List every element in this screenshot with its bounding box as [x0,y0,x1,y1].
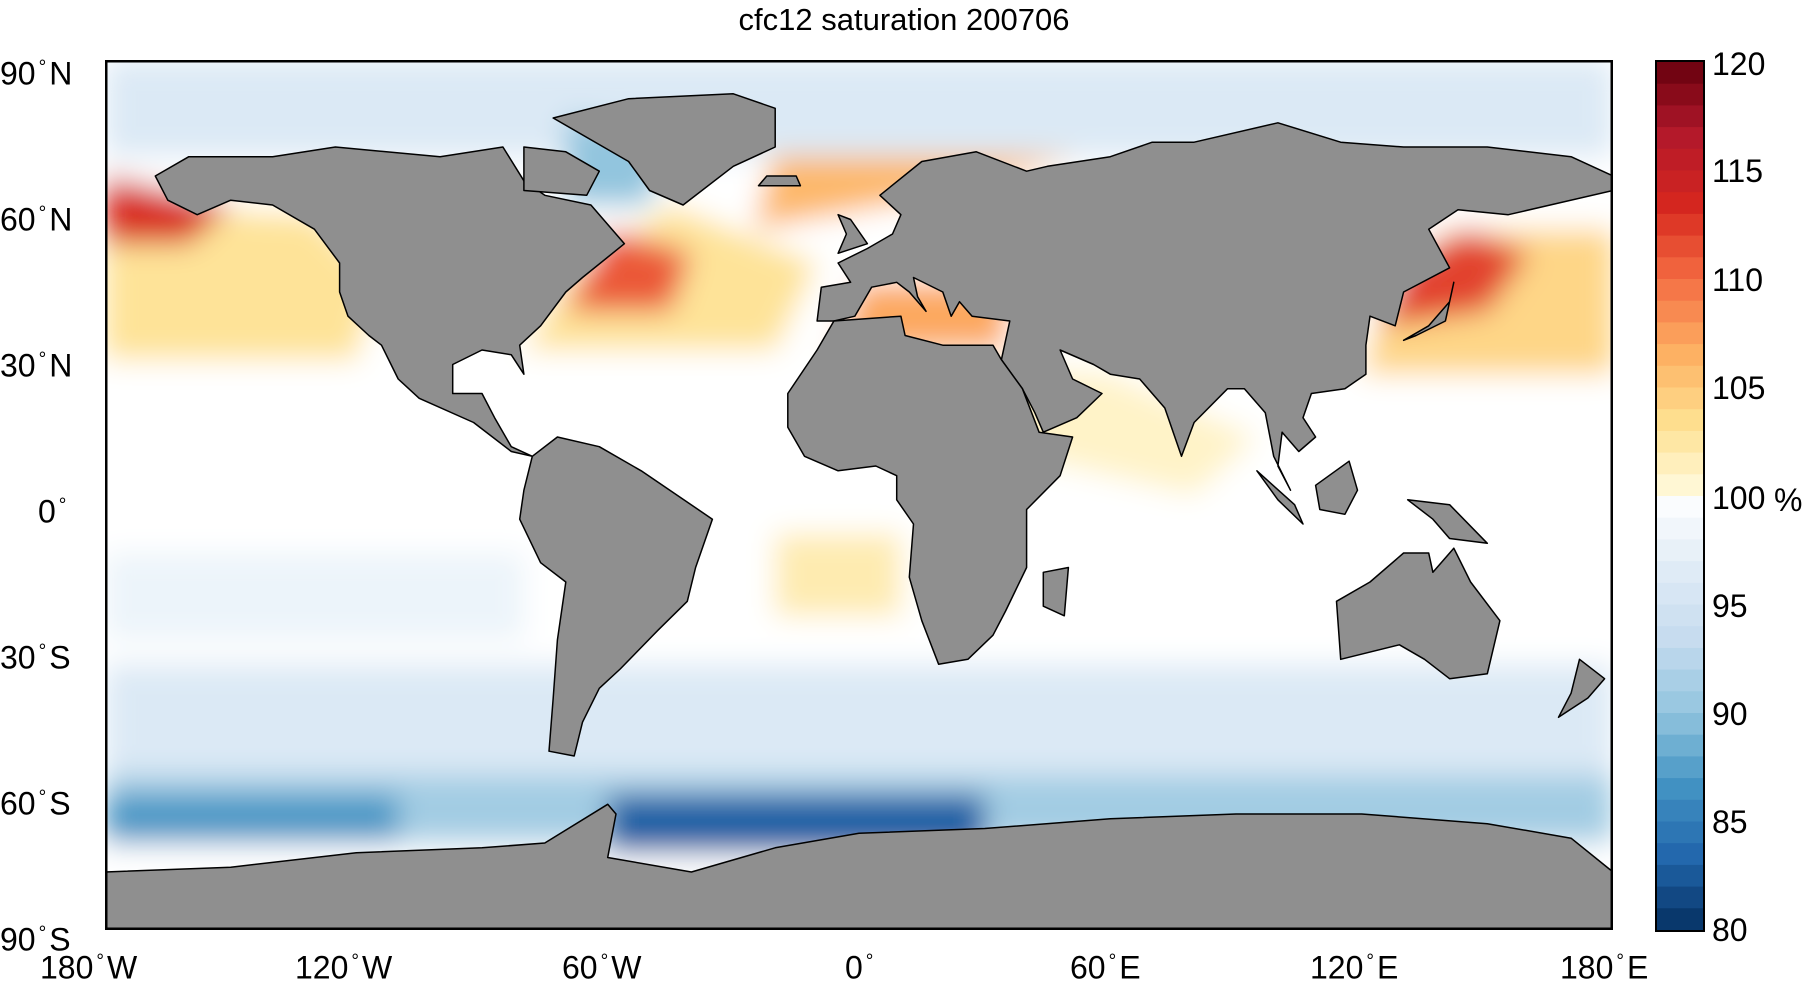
africa-landmass [787,315,1074,665]
lat-label-90n: 90 °N [0,55,73,92]
colorbar-swatch [1657,452,1703,475]
colorbar-swatch [1657,669,1703,692]
colorbar-swatch [1657,756,1703,779]
colorbar-swatch [1657,886,1703,909]
colorbar-swatch [1657,83,1703,106]
colorbar-swatch [1657,778,1703,801]
colorbar-swatch [1657,626,1703,649]
map-frame [105,60,1613,930]
colorbar-tick: 120 [1712,46,1766,82]
colorbar-swatch [1657,604,1703,627]
lat-label-30s: 30 °S [0,639,71,676]
colorbar-swatch [1657,734,1703,757]
iceland-landmass [757,175,802,187]
colorbar-tick: 95 [1712,588,1748,624]
colorbar-swatch [1657,127,1703,150]
colorbar-swatch [1657,647,1703,671]
colorbar-tick: 115 [1712,153,1764,189]
lat-label-0: 0 ° [38,493,67,530]
antarctica-landmass [105,803,1613,930]
baffin-island-landmass [523,146,601,197]
colorbar-swatch [1657,691,1703,714]
lon-label-60e: 60 °E [1070,949,1141,986]
eurasia-landmass [816,122,1613,491]
colorbar [1655,60,1705,932]
colorbar-swatch [1657,474,1703,497]
greenland-landmass [552,93,776,206]
colorbar-swatch [1657,409,1703,432]
lat-label-60s: 60 °S [0,785,71,822]
colorbar-swatch [1657,170,1703,193]
colorbar-swatch [1657,908,1703,931]
colorbar-swatch [1657,430,1703,454]
sumatra-landmass [1256,470,1304,525]
colorbar-tick: 85 [1712,804,1748,840]
colorbar-swatch [1657,517,1703,540]
colorbar-unit: % [1774,482,1803,518]
colorbar-swatch [1657,713,1703,736]
map-title: cfc12 saturation 200706 [738,2,1070,37]
land-masses [105,93,1613,930]
colorbar-swatch [1657,213,1703,237]
colorbar-frame [1655,60,1705,932]
lat-label-30n: 30 °N [0,347,73,384]
map-plot [105,60,1613,930]
colorbar-swatch [1657,148,1703,172]
colorbar-swatch [1657,843,1703,866]
lon-label-120w: 120 °W [295,949,393,986]
new-zealand-landmass [1557,658,1606,719]
colorbar-tick: 110 [1712,262,1764,298]
colorbar-swatch [1657,864,1703,888]
colorbar-swatch [1657,300,1703,323]
colorbar-swatch [1657,387,1703,410]
colorbar-tick: 105 [1712,370,1766,406]
madagascar-landmass [1042,566,1070,617]
lon-label-120e: 120 °E [1310,949,1399,986]
colorbar-swatch [1657,561,1703,584]
british-isles-landmass [837,213,869,255]
colorbar-swatch [1657,192,1703,215]
colorbar-swatch [1657,279,1703,302]
colorbar-swatch [1657,582,1703,606]
lat-label-90s: 90 °S [0,921,71,958]
colorbar-swatch [1657,235,1703,258]
lon-label-0: 0 ° [845,949,874,986]
colorbar-swatch [1657,799,1703,823]
colorbar-tick: 100 [1712,480,1766,516]
lon-label-60w: 60 °W [562,949,642,986]
south-america-landmass [518,436,714,757]
australia-landmass [1335,547,1501,680]
colorbar-swatch [1657,105,1703,128]
lat-label-60n: 60 °N [0,201,73,238]
lon-label-180w: 180 °W [40,949,138,986]
colorbar-swatch [1657,496,1703,519]
colorbar-swatch [1657,344,1703,367]
colorbar-tick: 80 [1712,912,1748,948]
lon-label-180e: 180 °E [1560,949,1649,986]
colorbar-swatch [1657,821,1703,844]
colorbar-swatch [1657,365,1703,389]
japan-landmass [1402,281,1455,342]
borneo-landmass [1314,460,1359,516]
colorbar-swatch [1657,539,1703,562]
colorbar-swatch [1657,257,1703,280]
colorbar-swatch [1657,322,1703,345]
colorbar-swatch [1657,62,1703,85]
colorbar-tick: 90 [1712,696,1748,732]
new-guinea-landmass [1406,499,1489,545]
